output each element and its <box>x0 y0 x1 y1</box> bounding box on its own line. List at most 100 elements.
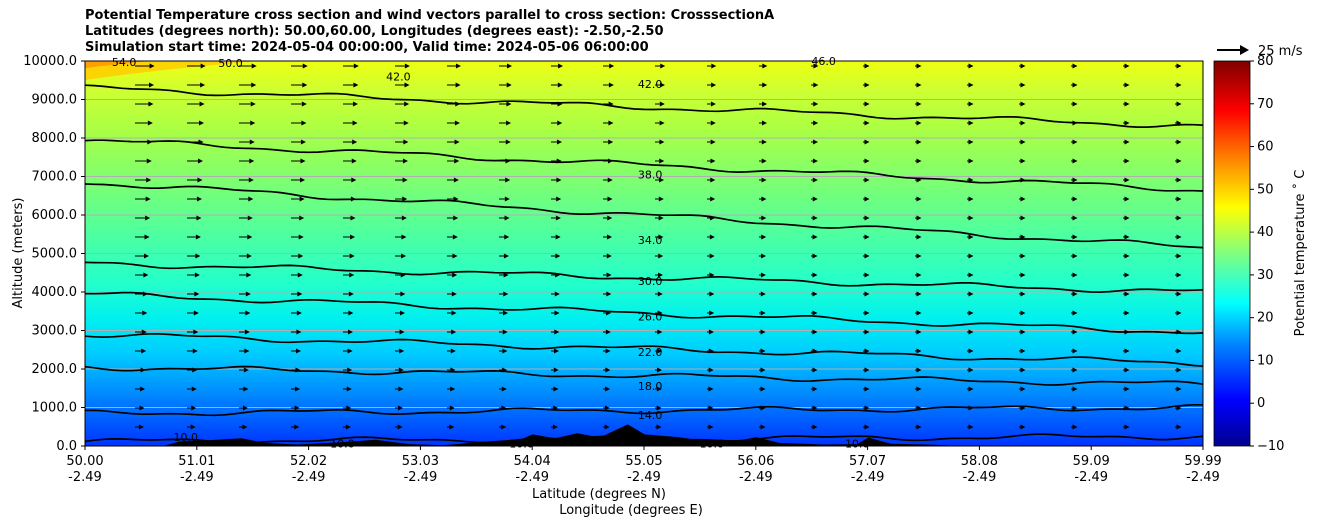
wind-vector-head <box>760 329 766 335</box>
wind-vector-head <box>864 158 870 164</box>
contour-label: 42.0 <box>386 70 411 83</box>
wind-vector-head <box>556 177 562 183</box>
wind-vector-head <box>812 424 818 430</box>
wind-vector-head <box>398 367 404 373</box>
wind-vector-head <box>401 253 407 259</box>
wind-vector-head <box>249 158 255 164</box>
wind-vector-head <box>708 367 714 373</box>
wind-vector-head <box>605 329 611 335</box>
plot-area <box>85 61 1203 446</box>
wind-vector-head <box>297 272 303 278</box>
wind-vector-head <box>557 82 563 88</box>
wind-vector-head <box>659 139 665 145</box>
wind-vector-head <box>1176 120 1182 126</box>
wind-vector-head <box>1020 424 1026 430</box>
wind-vector-head <box>864 63 870 69</box>
wind-vector-head <box>1176 348 1182 354</box>
wind-vector-head <box>1176 177 1182 183</box>
wind-vector-head <box>196 215 202 221</box>
wind-vector-head <box>199 101 205 107</box>
wind-vector-head <box>403 139 409 145</box>
wind-vector-head <box>1072 101 1078 107</box>
hot-region-top-left <box>85 61 150 68</box>
x-tick-label-lon: -2.49 <box>68 470 102 485</box>
wind-vector-head <box>1020 405 1026 411</box>
wind-vector-head <box>554 291 560 297</box>
wind-vector-head <box>553 405 559 411</box>
wind-vector-head <box>346 386 352 392</box>
wind-vector-head <box>400 291 406 297</box>
wind-vector-head <box>916 367 922 373</box>
contour-label: 22.0 <box>638 346 663 359</box>
wind-vector-head <box>250 101 256 107</box>
warm-region-top-left <box>85 61 260 80</box>
wind-vector-head <box>709 291 715 297</box>
wind-vector-head <box>608 120 614 126</box>
wind-vector-head <box>1124 348 1130 354</box>
wind-vector-head <box>864 386 870 392</box>
wind-vector-head <box>455 63 461 69</box>
y-tick-label: 0.0 <box>56 439 77 454</box>
y-tick-label: 2000.0 <box>32 362 78 377</box>
wind-vector-head <box>243 367 249 373</box>
y-axis-label: Altitude (meters) <box>11 198 26 309</box>
wind-vector-head <box>145 215 151 221</box>
wind-vector-head <box>147 139 153 145</box>
wind-vector-head <box>813 101 819 107</box>
wind-vector-head <box>760 424 766 430</box>
wind-vector-head <box>346 405 352 411</box>
wind-vector-head <box>968 234 974 240</box>
wind-vector-head <box>1176 386 1182 392</box>
wind-vector-head <box>148 101 154 107</box>
wind-vector-head <box>812 158 818 164</box>
wind-vector-head <box>864 196 870 202</box>
wind-vector-head <box>657 310 663 316</box>
y-tick-label: 7000.0 <box>32 170 78 185</box>
colorbar-tick-label: 80 <box>1257 54 1274 69</box>
wind-vector-head <box>761 234 767 240</box>
wind-vector-head <box>449 424 455 430</box>
wind-vector-head <box>1020 386 1026 392</box>
x-tick-label-lat: 57.07 <box>849 454 886 469</box>
wind-vector-head <box>1124 177 1130 183</box>
contour-label: 10.0 <box>173 431 198 444</box>
wind-vector-head <box>300 139 306 145</box>
contour-line-30 <box>85 261 1203 293</box>
wind-vector-head <box>1124 63 1130 69</box>
wind-vector-head <box>452 253 458 259</box>
wind-vector-head <box>138 424 144 430</box>
wind-vector-head <box>607 177 613 183</box>
wind-vector-head <box>506 101 512 107</box>
wind-vector-head <box>812 405 818 411</box>
x-tick-label-lon: -2.49 <box>627 470 661 485</box>
contour-label: 26.0 <box>638 310 663 323</box>
wind-vector-head <box>657 348 663 354</box>
wind-vector-head <box>968 367 974 373</box>
contour-label: 10.0 <box>845 438 870 451</box>
wind-vector-head <box>916 120 922 126</box>
wind-vector-head <box>193 310 199 316</box>
wind-vector-head <box>451 329 457 335</box>
wind-vector-head <box>149 63 155 69</box>
wind-vector-head <box>555 272 561 278</box>
wind-vector-head <box>968 177 974 183</box>
wind-vector-head <box>555 253 561 259</box>
colorbar-tick-label: 60 <box>1257 140 1274 155</box>
wind-vector-head <box>709 215 715 221</box>
wind-vector-head <box>864 177 870 183</box>
wind-vector-head <box>199 120 205 126</box>
wind-vector-head <box>657 329 663 335</box>
x-tick-label-lon: -2.49 <box>292 470 326 485</box>
wind-vector-head <box>656 386 662 392</box>
wind-vector-head <box>1020 158 1026 164</box>
wind-vector-head <box>607 196 613 202</box>
wind-vector-head <box>813 120 819 126</box>
colorbar-ticks: −10 0 10 20 30 40 50 60 70 80 <box>1250 54 1284 454</box>
wind-vector-head <box>246 253 252 259</box>
wind-vector-head <box>864 329 870 335</box>
wind-vector-head <box>1176 367 1182 373</box>
y-tick-label: 3000.0 <box>32 324 78 339</box>
wind-vector-head <box>350 196 356 202</box>
wind-vector-head <box>1176 424 1182 430</box>
wind-vector-head <box>864 215 870 221</box>
